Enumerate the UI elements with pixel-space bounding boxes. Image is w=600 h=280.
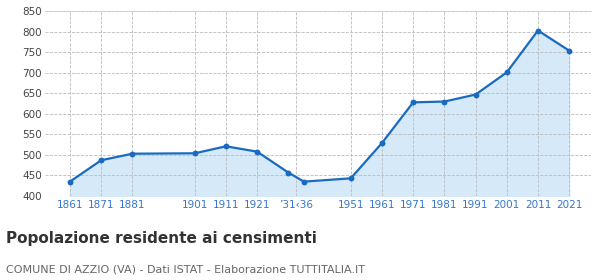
Point <box>440 99 449 104</box>
Point <box>221 144 231 149</box>
Point <box>502 70 512 75</box>
Point <box>346 176 356 181</box>
Point <box>299 179 309 184</box>
Point <box>190 151 200 155</box>
Point <box>377 141 387 145</box>
Text: Popolazione residente ai censimenti: Popolazione residente ai censimenti <box>6 231 317 246</box>
Point <box>65 179 75 184</box>
Point <box>533 28 543 33</box>
Point <box>471 92 481 97</box>
Point <box>253 150 262 154</box>
Point <box>97 158 106 162</box>
Point <box>409 100 418 105</box>
Text: COMUNE DI AZZIO (VA) - Dati ISTAT - Elaborazione TUTTITALIA.IT: COMUNE DI AZZIO (VA) - Dati ISTAT - Elab… <box>6 265 365 275</box>
Point <box>565 48 574 53</box>
Point <box>128 151 137 156</box>
Point <box>284 170 293 175</box>
